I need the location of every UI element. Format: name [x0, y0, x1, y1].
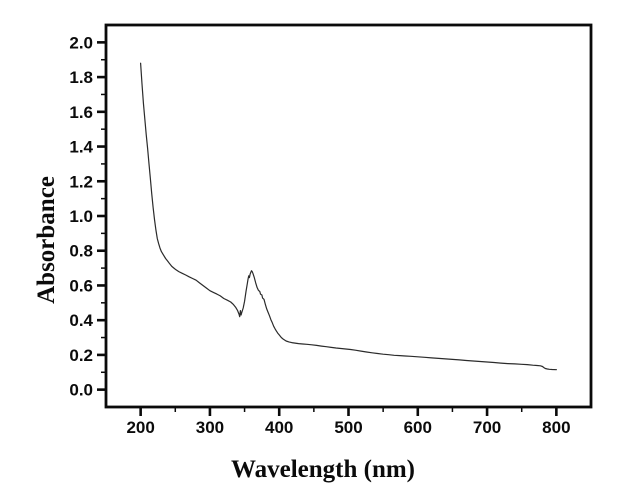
y-tick-label: 1.2	[69, 172, 93, 191]
x-tick-label: 500	[334, 418, 362, 437]
y-tick-label: 1.0	[69, 207, 93, 226]
axis-ticks: 200 300 400 500 600 700 800 0.0 0.2 0.4 0.6 0.8 1.0 1…	[69, 33, 570, 437]
y-tick-label: 2.0	[69, 33, 93, 52]
y-tick-label: 1.4	[69, 138, 93, 157]
y-tick-label: 1.6	[69, 103, 93, 122]
x-tick-label: 200	[126, 418, 154, 437]
x-axis-title: Wavelength (nm)	[231, 456, 415, 483]
y-tick-label: 0.8	[69, 242, 93, 261]
y-tick-label: 0.4	[69, 311, 93, 330]
absorbance-curve	[140, 62, 558, 371]
spectrum-curve-layer	[140, 62, 558, 371]
x-tick-label: 600	[404, 418, 432, 437]
x-tick-label: 400	[265, 418, 293, 437]
x-tick-label: 700	[473, 418, 501, 437]
y-tick-label: 0.0	[69, 381, 93, 400]
y-tick-label: 1.8	[69, 68, 93, 87]
y-axis-title: Absorbance	[33, 176, 60, 304]
plot-frame	[104, 23, 593, 409]
y-tick-label: 0.6	[69, 276, 93, 295]
x-tick-label: 800	[542, 418, 570, 437]
y-tick-label: 0.2	[69, 346, 93, 365]
x-tick-label: 300	[196, 418, 224, 437]
